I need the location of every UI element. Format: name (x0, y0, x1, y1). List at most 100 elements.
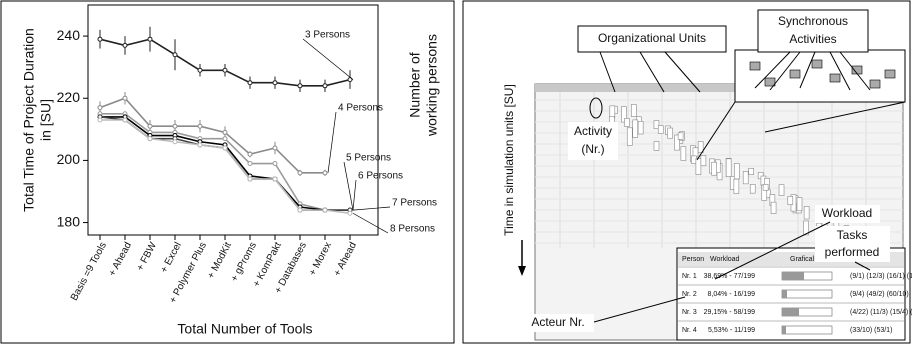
annotation: Tasks (837, 228, 868, 242)
workload-bar-frame (782, 326, 832, 334)
annotation: Organizational Units (598, 31, 706, 45)
point (198, 68, 202, 72)
point (248, 177, 252, 181)
series-label: 6 Persons (358, 171, 403, 182)
series-label: 5 Persons (346, 153, 391, 164)
point (173, 140, 177, 144)
cell: 38,69% - 77/199 (704, 273, 755, 280)
point (298, 171, 302, 175)
label-leader (353, 213, 388, 233)
point (173, 53, 177, 57)
point (323, 84, 327, 88)
annotation: Activities (789, 32, 836, 46)
point (223, 146, 227, 150)
cell: (4/22) (11/3) (15/4) (17/ (850, 309, 912, 316)
activity-block (681, 147, 686, 161)
zoom-inset (735, 50, 905, 102)
cell: 29,15% - 58/199 (704, 309, 755, 316)
point (173, 124, 177, 128)
point (98, 106, 102, 110)
activity-block (633, 120, 638, 137)
x-tick-label: + Ahead (332, 240, 359, 278)
inset-block (885, 70, 895, 78)
point (223, 137, 227, 141)
point (348, 211, 352, 215)
point (298, 208, 302, 212)
y-tick-label: 180 (57, 213, 81, 229)
activity-block (797, 198, 802, 211)
point (198, 124, 202, 128)
annotation: Synchronous (778, 14, 848, 28)
figure: Total Time of Project Duration in [SU] N… (0, 0, 912, 345)
time-arrow-head (518, 266, 526, 276)
x-tick-label: + Morex (307, 240, 334, 277)
cell: (33/10) (53/1) (850, 327, 892, 334)
table-header: Workload (710, 256, 740, 263)
x-label: Total Number of Tools (177, 321, 312, 337)
workload-bar (782, 326, 786, 334)
point (273, 146, 277, 150)
x-tick-label: + ModKit (206, 240, 234, 280)
cell: (9/4) (49/2) (60/10) (850, 291, 909, 298)
workload-bar-frame (782, 290, 832, 298)
label-leader (303, 39, 353, 80)
activity-block (779, 185, 784, 196)
point (323, 208, 327, 212)
point (248, 81, 252, 85)
cell: (9/1) (12/3) (16/1) (18/4) (850, 273, 912, 280)
annotation: (Nr.) (581, 142, 604, 156)
activity-block (701, 155, 706, 165)
cell: 8,04% - 16/199 (708, 291, 756, 298)
activity-block (696, 158, 701, 174)
workload-bar (782, 290, 787, 298)
cell: Nr. 1 (682, 273, 697, 280)
activity-block (658, 126, 663, 134)
point (148, 137, 152, 141)
y-tick-label: 220 (57, 89, 81, 105)
table-header: Person (682, 256, 704, 263)
activity-block (668, 128, 673, 138)
activity-block (788, 196, 793, 204)
y2-label: working persons (424, 34, 440, 137)
point (98, 37, 102, 41)
point (123, 96, 127, 100)
point (148, 124, 152, 128)
series-line (100, 98, 325, 173)
y2-label: Number of (407, 52, 423, 117)
point (273, 177, 277, 181)
series-line (100, 39, 350, 86)
cell: 5,53% - 11/199 (708, 327, 755, 334)
activity-block (624, 118, 629, 126)
annotation: Acteur Nr. (531, 315, 584, 329)
label-leader (328, 112, 336, 173)
cell: Nr. 3 (682, 309, 697, 316)
activity-block (638, 121, 643, 134)
label-leader (353, 180, 356, 210)
point (148, 37, 152, 41)
annotation: Activity (574, 124, 612, 138)
point (223, 68, 227, 72)
point (248, 152, 252, 156)
y-tick-label: 200 (57, 151, 81, 167)
inset-block (870, 80, 880, 88)
activity-block (712, 162, 717, 175)
inset-block (830, 74, 840, 82)
activity-block (678, 133, 683, 140)
activity-block (750, 184, 755, 193)
point (323, 171, 327, 175)
y-tick-label: 240 (57, 27, 81, 43)
workload-bar (782, 308, 799, 316)
inset-block (790, 70, 800, 78)
label-leader (353, 207, 390, 210)
y-label: Total Time of Project Duration (21, 28, 37, 212)
activity-block (749, 168, 754, 174)
point (123, 43, 127, 47)
activity-block (691, 156, 696, 164)
series-label: 3 Persons (305, 30, 350, 41)
x-tick-label: + FBW (135, 240, 159, 273)
point (98, 118, 102, 122)
axis-label: Time in simulation units [SU] (502, 84, 516, 236)
point (273, 81, 277, 85)
activity-block (610, 106, 615, 118)
activity-block (771, 202, 776, 213)
